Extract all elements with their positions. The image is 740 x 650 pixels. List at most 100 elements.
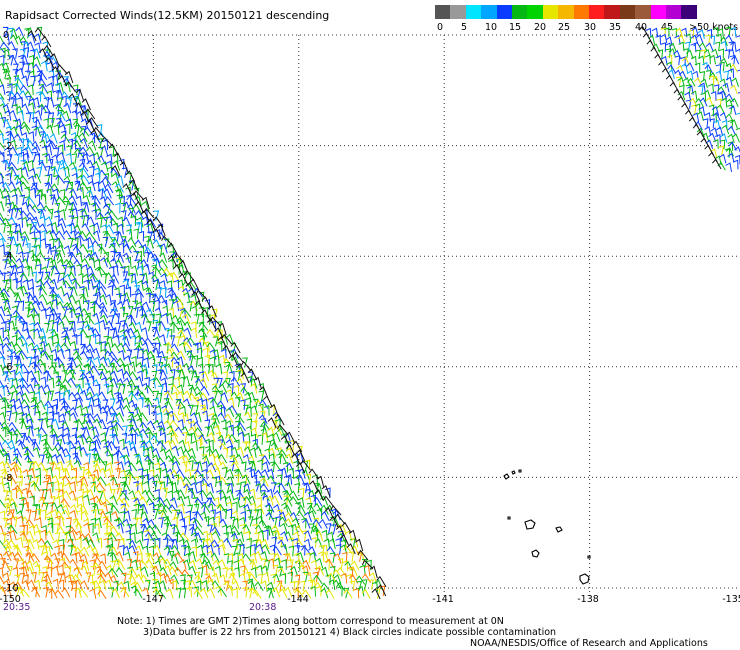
wind-barb (6, 410, 12, 422)
wind-barb (699, 82, 706, 93)
wind-barb (186, 350, 193, 361)
wind-barb (168, 459, 174, 471)
wind-barb (33, 427, 40, 438)
wind-barb (247, 578, 253, 590)
wind-barb (248, 559, 255, 570)
wind-barb (153, 419, 161, 431)
wind-barb (47, 354, 53, 366)
wind-barb (34, 42, 41, 53)
wind-barb (7, 83, 13, 95)
wind-barb (63, 433, 71, 444)
wind-barb (129, 532, 136, 543)
wind-barb (729, 54, 736, 65)
wind-barb (94, 258, 101, 270)
wind-barb (224, 433, 234, 444)
wind-barb (46, 188, 52, 200)
wind-barb (152, 578, 158, 590)
wind-barb (61, 475, 72, 485)
wind-barb (19, 61, 26, 72)
latitude-label: 0 (3, 30, 9, 41)
wind-barb (79, 293, 85, 305)
wind-barb (727, 125, 736, 135)
wind-barb (54, 202, 61, 214)
wind-barb (9, 34, 19, 45)
wind-barb (85, 470, 95, 481)
wind-barb (78, 320, 85, 332)
wind-barb (161, 532, 169, 543)
wind-barb (320, 551, 329, 562)
wind-barb (698, 85, 704, 95)
wind-barb (250, 383, 258, 394)
wind-barb (7, 524, 18, 534)
wind-barb (93, 151, 101, 163)
wind-barb (226, 482, 234, 494)
wind-barb (335, 582, 346, 592)
legend-tick-label: 5 (461, 22, 468, 33)
wind-barb (23, 545, 30, 557)
wind-barb (115, 467, 121, 479)
wind-barb (42, 587, 49, 598)
wind-barb (1, 217, 11, 228)
wind-barb (686, 70, 694, 80)
wind-barb (64, 410, 71, 422)
wind-barb (31, 481, 41, 492)
wind-barb (157, 481, 164, 492)
wind-barb (201, 564, 208, 576)
wind-barb (33, 363, 43, 374)
wind-barb (671, 27, 677, 38)
wind-barb (182, 362, 191, 374)
wind-barb (278, 516, 288, 527)
wind-barb (20, 230, 30, 241)
wind-barb (31, 440, 41, 451)
wind-barb (56, 460, 64, 472)
wind-barb (112, 452, 119, 464)
wind-barb (719, 90, 728, 100)
wind-barb (14, 329, 24, 339)
wind-barb (9, 466, 18, 478)
wind-barb (0, 510, 6, 522)
wind-barb (92, 312, 100, 324)
wind-barb (69, 558, 79, 569)
wind-barb (98, 489, 107, 501)
edge-wind-barb (113, 152, 124, 165)
wind-barb (62, 110, 71, 122)
wind-barb (33, 126, 42, 138)
wind-barb (191, 305, 197, 317)
wind-barb (0, 47, 6, 59)
wind-barb (208, 453, 216, 464)
wind-barb (51, 166, 60, 178)
wind-barb (82, 194, 91, 206)
wind-barb (175, 404, 182, 415)
wind-barb (250, 405, 259, 416)
wind-barb (261, 558, 267, 569)
wind-barb (122, 312, 129, 324)
wind-barb (323, 538, 331, 550)
wind-barb (44, 257, 50, 268)
wind-barb (171, 314, 181, 325)
wind-barb (270, 482, 277, 493)
wind-barb (180, 544, 187, 556)
wind-barb (212, 390, 218, 401)
wind-barb (182, 461, 188, 472)
wind-barb (116, 488, 123, 499)
wind-barb (151, 480, 158, 492)
wind-barb (61, 504, 71, 515)
wind-barb (183, 495, 191, 507)
wind-barb (20, 432, 27, 444)
wind-barb (101, 460, 108, 472)
wind-barb (120, 238, 130, 249)
wind-barb (236, 446, 245, 457)
wind-barb (4, 587, 13, 598)
wind-barb (300, 544, 306, 556)
wind-barb (122, 335, 130, 347)
wind-barb (72, 120, 83, 130)
wind-barb (194, 571, 200, 583)
edge-wind-barb (81, 98, 91, 111)
wind-barb (14, 223, 22, 235)
wind-barb (71, 279, 82, 289)
wind-barb (229, 460, 236, 472)
wind-barb (159, 566, 169, 577)
wind-barb (174, 567, 184, 577)
wind-barb (45, 306, 55, 317)
wind-barb (0, 232, 6, 243)
